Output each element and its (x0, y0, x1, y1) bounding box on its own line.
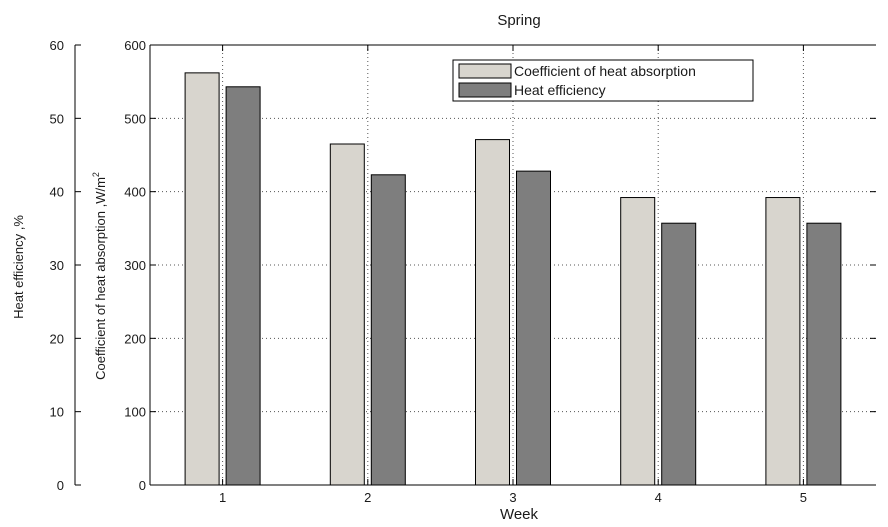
bar-heat-efficiency (516, 170, 551, 486)
y-axis-title-inner-superscript: 2 (91, 172, 101, 177)
bar-heat-efficiency (806, 222, 842, 486)
labels: Spring Week Heat efficiency ,% Coefficie… (11, 12, 541, 523)
bar-heat-efficiency (370, 174, 406, 486)
y-tick-label-inner: 300 (124, 258, 146, 273)
y-tick-label-inner: 0 (139, 478, 146, 493)
x-tick-label: 2 (364, 490, 371, 505)
axes: 0 100 200 300 400 500 600 0 10 20 30 40 50 60 1 2 3 4 5 (50, 38, 876, 505)
y-tick-label-outer: 50 (50, 111, 64, 126)
y-tick-label-outer: 10 (50, 405, 64, 420)
y-tick-label-inner: 400 (124, 185, 146, 200)
x-tick-label: 5 (800, 490, 807, 505)
bars (184, 72, 842, 486)
legend-swatch-efficiency (458, 82, 512, 98)
bar-heat-absorption (475, 139, 510, 486)
y-tick-label-outer: 20 (50, 331, 64, 346)
y-tick-label-outer: 0 (57, 478, 64, 493)
x-tick-label: 4 (655, 490, 662, 505)
y-tick-label-inner: 600 (124, 38, 146, 53)
y-tick-label-inner: 500 (124, 111, 146, 126)
bar-heat-absorption (765, 197, 801, 486)
bar-heat-absorption (620, 197, 656, 486)
x-tick-label: 3 (509, 490, 516, 505)
bar-heat-absorption (329, 143, 365, 486)
x-axis-title: Week (500, 506, 539, 522)
y-axis-title-inner: Coefficient of heat absorption ,W/m2 (91, 172, 108, 380)
bar-heat-absorption (184, 72, 220, 486)
y-axis-title-inner-main: Coefficient of heat absorption ,W/m (93, 177, 108, 380)
x-tick-label: 1 (219, 490, 226, 505)
grid (150, 45, 876, 485)
bar-heat-efficiency (661, 222, 697, 486)
y-tick-label-inner: 200 (124, 331, 146, 346)
legend-label-absorption: Coefficient of heat absorption (514, 63, 696, 79)
y-tick-label-outer: 60 (50, 38, 64, 53)
y-axis-title-outer: Heat efficiency ,% (11, 215, 26, 319)
y-tick-label-inner: 100 (124, 405, 146, 420)
chart-title: Spring (497, 12, 540, 29)
legend: Coefficient of heat absorption Heat effi… (452, 59, 754, 102)
y-tick-label-outer: 30 (50, 258, 64, 273)
legend-swatch-absorption (458, 63, 512, 79)
y-tick-label-outer: 40 (50, 185, 64, 200)
bar-heat-efficiency (225, 86, 261, 486)
legend-label-efficiency: Heat efficiency (514, 82, 606, 98)
